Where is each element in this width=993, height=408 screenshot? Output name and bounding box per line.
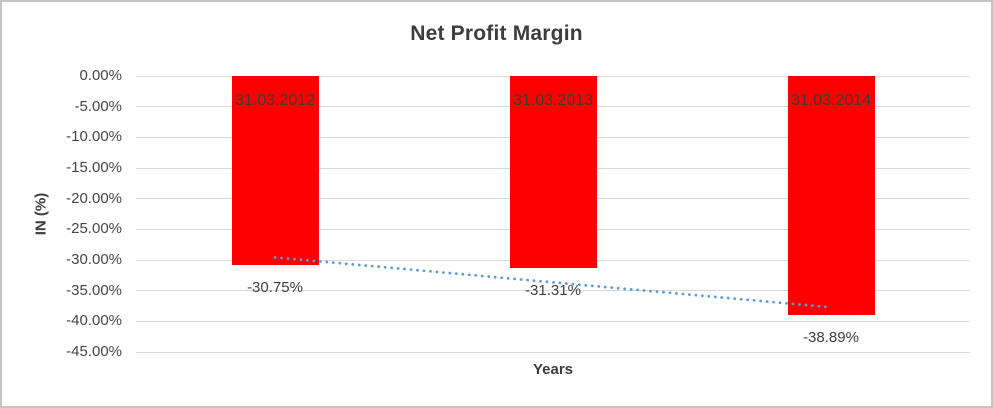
y-axis-tick-label: -40.00% [66,312,122,330]
y-axis-tick-label: -15.00% [66,159,122,176]
gridline [136,351,970,353]
y-axis-tick-label: -5.00% [74,97,122,115]
chart-title: Net Profit Margin [410,22,583,45]
bar-31.03.2014[interactable]: 31.03.2014 [787,76,875,315]
gridline [136,320,970,322]
data-label: -30.75% [247,278,303,296]
category-label: 31.03.2013 [512,92,594,109]
y-axis-tick-label: 0.00% [79,67,122,84]
y-axis-tick-label: -20.00% [66,189,122,207]
x-axis-title: Years [532,361,574,378]
data-label: -38.89% [803,328,859,346]
y-axis-tick-label: -25.00% [66,220,122,238]
data-label: -31.31% [525,282,581,299]
bar-31.03.2013[interactable]: 31.03.2013 [509,76,597,268]
y-axis-tick-label: -45.00% [66,343,122,360]
y-axis-tick-label: -35.00% [66,281,122,299]
y-axis-tick-label: -30.00% [66,251,122,268]
category-label: 31.03.2014 [790,92,872,109]
bar-31.03.2012[interactable]: 31.03.2012 [231,76,319,265]
y-axis-tick-label: -10.00% [66,128,122,146]
category-label: 31.03.2012 [234,92,316,109]
